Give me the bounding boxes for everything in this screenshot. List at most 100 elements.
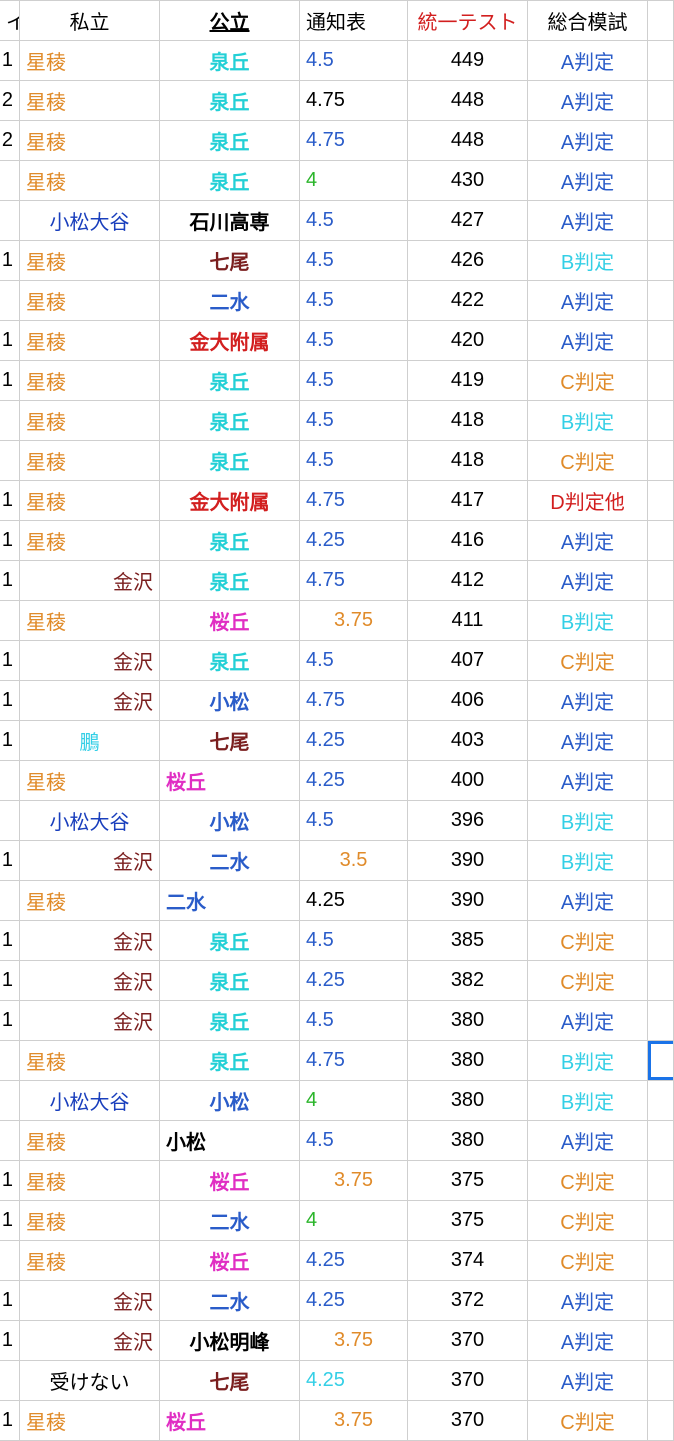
mock-grade-cell[interactable]: A判定 [528,201,648,241]
public-school-cell[interactable]: 桜丘 [160,761,300,801]
public-school-cell[interactable]: 二水 [160,281,300,321]
test-score-cell[interactable]: 448 [408,81,528,121]
test-score-cell[interactable]: 380 [408,1081,528,1121]
report-score-cell[interactable]: 4.5 [300,441,408,481]
public-school-cell[interactable]: 七尾 [160,241,300,281]
report-score-cell[interactable]: 4.75 [300,481,408,521]
test-score-cell[interactable]: 382 [408,961,528,1001]
mock-grade-cell[interactable]: A判定 [528,1361,648,1401]
private-school-cell[interactable]: 金沢 [20,1281,160,1321]
mock-grade-cell[interactable]: A判定 [528,721,648,761]
report-score-cell[interactable]: 3.75 [300,601,408,641]
public-school-cell[interactable]: 金大附属 [160,481,300,521]
mock-grade-cell[interactable]: A判定 [528,881,648,921]
public-school-cell[interactable]: 泉丘 [160,41,300,81]
report-score-cell[interactable]: 4.25 [300,1361,408,1401]
private-school-cell[interactable]: 小松大谷 [20,801,160,841]
mock-grade-cell[interactable]: A判定 [528,1001,648,1041]
report-score-cell[interactable]: 4.75 [300,121,408,161]
report-score-cell[interactable]: 4.25 [300,1281,408,1321]
mock-grade-cell[interactable]: A判定 [528,161,648,201]
mock-grade-cell[interactable]: A判定 [528,761,648,801]
private-school-cell[interactable]: 星稜 [20,241,160,281]
extra-cell[interactable] [648,201,674,241]
extra-cell[interactable] [648,961,674,1001]
private-school-cell[interactable]: 金沢 [20,1001,160,1041]
private-school-cell[interactable]: 星稜 [20,481,160,521]
private-school-cell[interactable]: 星稜 [20,1041,160,1081]
extra-cell[interactable] [648,721,674,761]
private-school-cell[interactable]: 星稜 [20,761,160,801]
test-score-cell[interactable]: 418 [408,401,528,441]
mock-grade-cell[interactable]: A判定 [528,521,648,561]
public-school-cell[interactable]: 二水 [160,1281,300,1321]
mock-grade-cell[interactable]: C判定 [528,961,648,1001]
report-score-cell[interactable]: 4 [300,161,408,201]
test-score-cell[interactable]: 370 [408,1361,528,1401]
mock-grade-cell[interactable]: C判定 [528,921,648,961]
public-school-cell[interactable]: 小松 [160,801,300,841]
extra-cell[interactable] [648,1081,674,1121]
private-school-cell[interactable]: 星稜 [20,1401,160,1441]
report-score-cell[interactable]: 4.5 [300,281,408,321]
private-school-cell[interactable]: 星稜 [20,601,160,641]
test-score-cell[interactable]: 403 [408,721,528,761]
public-school-cell[interactable]: 石川高専 [160,201,300,241]
test-score-cell[interactable]: 390 [408,881,528,921]
public-school-cell[interactable]: 泉丘 [160,521,300,561]
private-school-cell[interactable]: 金沢 [20,561,160,601]
test-score-cell[interactable]: 418 [408,441,528,481]
test-score-cell[interactable]: 380 [408,1041,528,1081]
test-score-cell[interactable]: 374 [408,1241,528,1281]
public-school-cell[interactable]: 泉丘 [160,441,300,481]
extra-cell[interactable] [648,1201,674,1241]
report-score-cell[interactable]: 4.5 [300,1001,408,1041]
extra-cell[interactable] [648,441,674,481]
report-score-cell[interactable]: 3.75 [300,1161,408,1201]
public-school-cell[interactable]: 泉丘 [160,1001,300,1041]
public-school-cell[interactable]: 金大附属 [160,321,300,361]
public-school-cell[interactable]: 桜丘 [160,1241,300,1281]
mock-grade-cell[interactable]: C判定 [528,641,648,681]
mock-grade-cell[interactable]: A判定 [528,81,648,121]
public-school-cell[interactable]: 泉丘 [160,1041,300,1081]
extra-cell[interactable] [648,761,674,801]
mock-grade-cell[interactable]: A判定 [528,121,648,161]
private-school-cell[interactable]: 星稜 [20,41,160,81]
public-school-cell[interactable]: 小松明峰 [160,1321,300,1361]
test-score-cell[interactable]: 375 [408,1161,528,1201]
mock-grade-cell[interactable]: B判定 [528,1081,648,1121]
mock-grade-cell[interactable]: A判定 [528,1121,648,1161]
test-score-cell[interactable]: 448 [408,121,528,161]
extra-cell[interactable] [648,1241,674,1281]
test-score-cell[interactable]: 426 [408,241,528,281]
mock-grade-cell[interactable]: C判定 [528,1161,648,1201]
extra-cell[interactable] [648,241,674,281]
public-school-cell[interactable]: 泉丘 [160,121,300,161]
private-school-cell[interactable]: 星稜 [20,521,160,561]
private-school-cell[interactable]: 小松大谷 [20,201,160,241]
public-school-cell[interactable]: 桜丘 [160,1401,300,1441]
report-score-cell[interactable]: 4.25 [300,881,408,921]
report-score-cell[interactable]: 4.5 [300,921,408,961]
mock-grade-cell[interactable]: D判定他 [528,481,648,521]
extra-cell[interactable] [648,1001,674,1041]
test-score-cell[interactable]: 406 [408,681,528,721]
extra-cell[interactable] [648,881,674,921]
mock-grade-cell[interactable]: B判定 [528,401,648,441]
test-score-cell[interactable]: 370 [408,1321,528,1361]
mock-grade-cell[interactable]: C判定 [528,1241,648,1281]
private-school-cell[interactable]: 金沢 [20,921,160,961]
private-school-cell[interactable]: 星稜 [20,1121,160,1161]
private-school-cell[interactable]: 星稜 [20,401,160,441]
report-score-cell[interactable]: 4.75 [300,681,408,721]
mock-grade-cell[interactable]: B判定 [528,241,648,281]
private-school-cell[interactable]: 金沢 [20,841,160,881]
report-score-cell[interactable]: 3.75 [300,1321,408,1361]
private-school-cell[interactable]: 星稜 [20,441,160,481]
report-score-cell[interactable]: 4.25 [300,761,408,801]
mock-grade-cell[interactable]: C判定 [528,1201,648,1241]
private-school-cell[interactable]: 金沢 [20,1321,160,1361]
public-school-cell[interactable]: 泉丘 [160,161,300,201]
private-school-cell[interactable]: 金沢 [20,641,160,681]
